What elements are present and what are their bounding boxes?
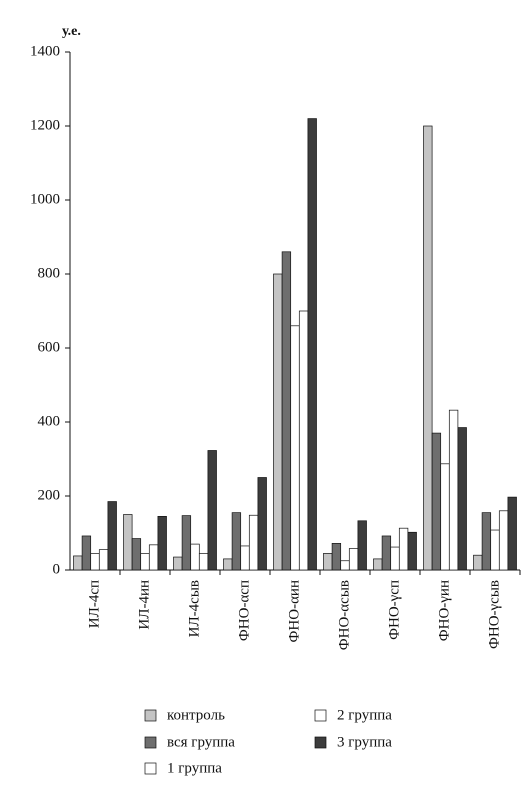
x-tick-label: ФНО-γсыв <box>486 580 502 649</box>
legend-label: 2 группа <box>337 707 392 723</box>
bar <box>181 515 192 571</box>
bar <box>248 514 259 571</box>
bar <box>457 427 467 571</box>
bar <box>257 477 267 571</box>
bar <box>323 552 333 571</box>
bar <box>140 552 150 571</box>
bar <box>107 501 117 571</box>
bar <box>290 325 300 571</box>
bar <box>190 543 200 571</box>
bar <box>281 251 292 571</box>
bar <box>207 450 217 571</box>
bar <box>407 531 417 571</box>
bar <box>123 514 133 571</box>
bar <box>307 118 317 571</box>
bar <box>198 552 209 571</box>
bar <box>131 538 142 571</box>
bar <box>231 512 242 571</box>
bar <box>498 510 509 571</box>
x-tick-label: ФНО-αсп <box>236 580 252 641</box>
y-tick-label: 1000 <box>30 191 60 207</box>
x-tick-label: ФНО-αсыв <box>336 580 352 650</box>
y-tick-label: 0 <box>53 561 61 577</box>
x-tick-label: ИЛ-4сыв <box>186 580 202 637</box>
legend-label: вся группа <box>167 734 235 750</box>
bar <box>173 556 183 571</box>
bar <box>381 535 392 571</box>
bar <box>398 527 409 571</box>
bar <box>423 125 433 571</box>
x-tick-label: ФНО-αин <box>286 580 302 642</box>
legend-swatch <box>144 762 157 775</box>
y-tick-label: 200 <box>38 487 61 503</box>
bar <box>90 552 100 571</box>
legend-label: 1 группа <box>167 760 222 776</box>
bar <box>348 548 359 571</box>
y-tick-label: 1200 <box>30 117 60 133</box>
x-tick-label: ИЛ-4ин <box>136 580 152 630</box>
bar <box>331 543 342 571</box>
bar <box>473 554 483 571</box>
legend-label: 3 группа <box>337 734 392 750</box>
x-tick-label: ФНО-γсп <box>386 580 402 640</box>
bar <box>440 463 450 571</box>
bar <box>148 544 159 571</box>
legend-label: контроль <box>167 707 225 723</box>
bar <box>240 545 250 571</box>
bar <box>373 558 383 571</box>
bar <box>340 560 350 571</box>
x-tick-label: ИЛ-4сп <box>86 580 102 628</box>
bar <box>223 558 233 571</box>
bar <box>357 520 367 571</box>
bar <box>481 512 492 571</box>
x-tick-label: ФНО-γин <box>436 580 452 641</box>
bar <box>81 535 92 571</box>
y-axis-label: у.е. <box>62 24 81 39</box>
bar <box>98 549 109 571</box>
bar <box>157 515 167 571</box>
legend-swatch <box>144 709 157 722</box>
y-tick-label: 400 <box>38 413 61 429</box>
bar <box>448 409 459 571</box>
bar <box>273 273 283 571</box>
legend-swatch <box>314 709 327 722</box>
legend-swatch <box>144 736 157 749</box>
bar <box>390 546 400 571</box>
legend-swatch <box>314 736 327 749</box>
bar <box>507 496 517 571</box>
y-tick-label: 800 <box>38 265 61 281</box>
bar <box>73 555 83 571</box>
bar <box>298 310 309 571</box>
y-tick-label: 600 <box>38 339 61 355</box>
y-tick-label: 1400 <box>30 43 60 59</box>
bar <box>431 432 442 571</box>
bar <box>490 529 500 571</box>
